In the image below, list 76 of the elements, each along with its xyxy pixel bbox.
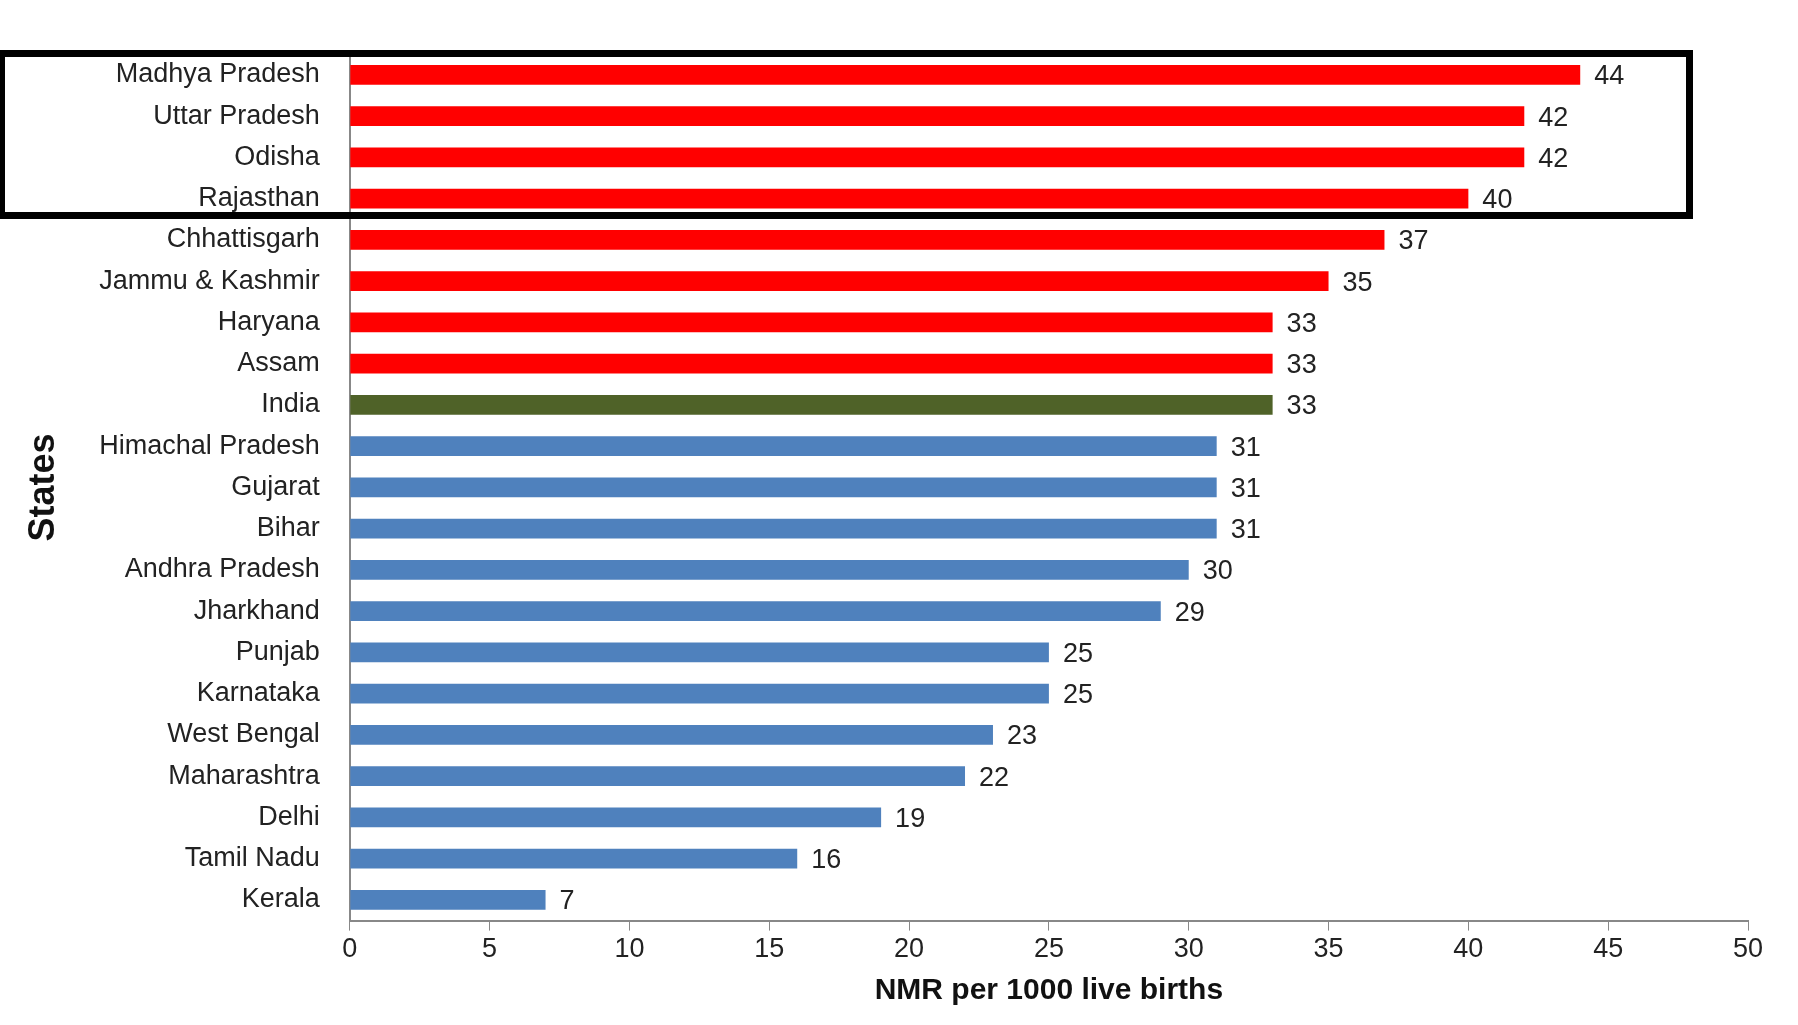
data-label: 7 [559,885,575,916]
data-label: 33 [1286,307,1317,338]
x-tick-label: 45 [1593,933,1624,964]
y-tick-label: Karnataka [196,677,321,708]
bar [350,436,1217,457]
bar [350,64,1581,85]
bar [350,725,993,745]
bar [350,188,1469,209]
data-label: 33 [1286,390,1317,421]
y-tick-label: India [261,388,321,419]
bar [350,807,882,828]
y-tick-label: Jammu & Kashmir [99,264,320,295]
data-label: 44 [1594,60,1625,91]
y-tick-label: Andhra Pradesh [124,553,320,584]
x-axis-title: NMR per 1000 live births [874,972,1224,1006]
y-tick-label: Tamil Nadu [184,842,320,873]
y-tick-label: Gujarat [231,470,321,501]
bar [350,353,1273,374]
x-tick-label: 10 [614,933,645,964]
y-tick-label: Jharkhand [193,594,320,625]
data-label: 16 [811,844,842,875]
y-tick-label: Haryana [217,305,321,336]
bar [350,766,966,787]
data-label: 29 [1174,596,1205,627]
y-tick-label: Bihar [256,512,320,543]
data-label: 37 [1398,225,1429,256]
bar [350,394,1273,415]
x-tick-label: 15 [754,933,785,964]
y-tick-label: Himachal Pradesh [99,429,320,460]
data-label: 25 [1062,679,1093,710]
y-tick-label: Rajasthan [198,182,320,213]
y-tick-label: Punjab [235,635,320,666]
data-label: 30 [1202,555,1233,586]
bar [350,518,1217,539]
bar [350,560,1189,580]
data-label: 23 [1006,720,1038,751]
x-tick-label: 5 [482,933,498,964]
x-tick-label: 50 [1732,933,1764,964]
x-tick-label: 30 [1173,933,1204,964]
bar [350,477,1217,498]
y-axis-title: States [20,433,62,542]
data-label: 31 [1230,472,1261,503]
bar [350,683,1049,704]
bar [350,601,1161,622]
data-label: 31 [1230,514,1261,545]
y-tick-label: Delhi [258,800,320,831]
y-tick-label: Maharashtra [168,759,321,790]
data-label: 33 [1286,349,1317,380]
bar [350,229,1385,250]
bar [350,642,1049,663]
data-label: 25 [1062,637,1093,668]
data-label: 35 [1342,266,1373,297]
bar [350,271,1329,292]
data-label: 40 [1482,184,1513,215]
y-tick-label: Uttar Pradesh [153,99,320,130]
y-tick-label: West Bengal [167,718,320,749]
data-label: 42 [1538,142,1569,173]
data-label: 42 [1538,101,1569,132]
bar [350,890,546,910]
x-tick-label: 0 [342,933,358,964]
data-label: 22 [979,761,1010,792]
y-tick-label: Assam [237,347,320,378]
x-tick-label: 25 [1033,933,1064,964]
data-label: 31 [1230,431,1261,462]
bar [350,312,1273,333]
bar [350,848,798,869]
data-label: 19 [895,802,926,833]
y-tick-label: Madhya Pradesh [115,58,320,89]
x-tick-label: 35 [1313,933,1344,964]
bar [350,147,1525,168]
y-tick-label: Odisha [234,140,321,171]
y-tick-label: Chhattisgarh [166,223,320,254]
y-tick-label: Kerala [241,883,321,914]
x-tick-label: 40 [1453,933,1484,964]
bar [350,106,1525,126]
x-tick-label: 20 [894,933,925,964]
